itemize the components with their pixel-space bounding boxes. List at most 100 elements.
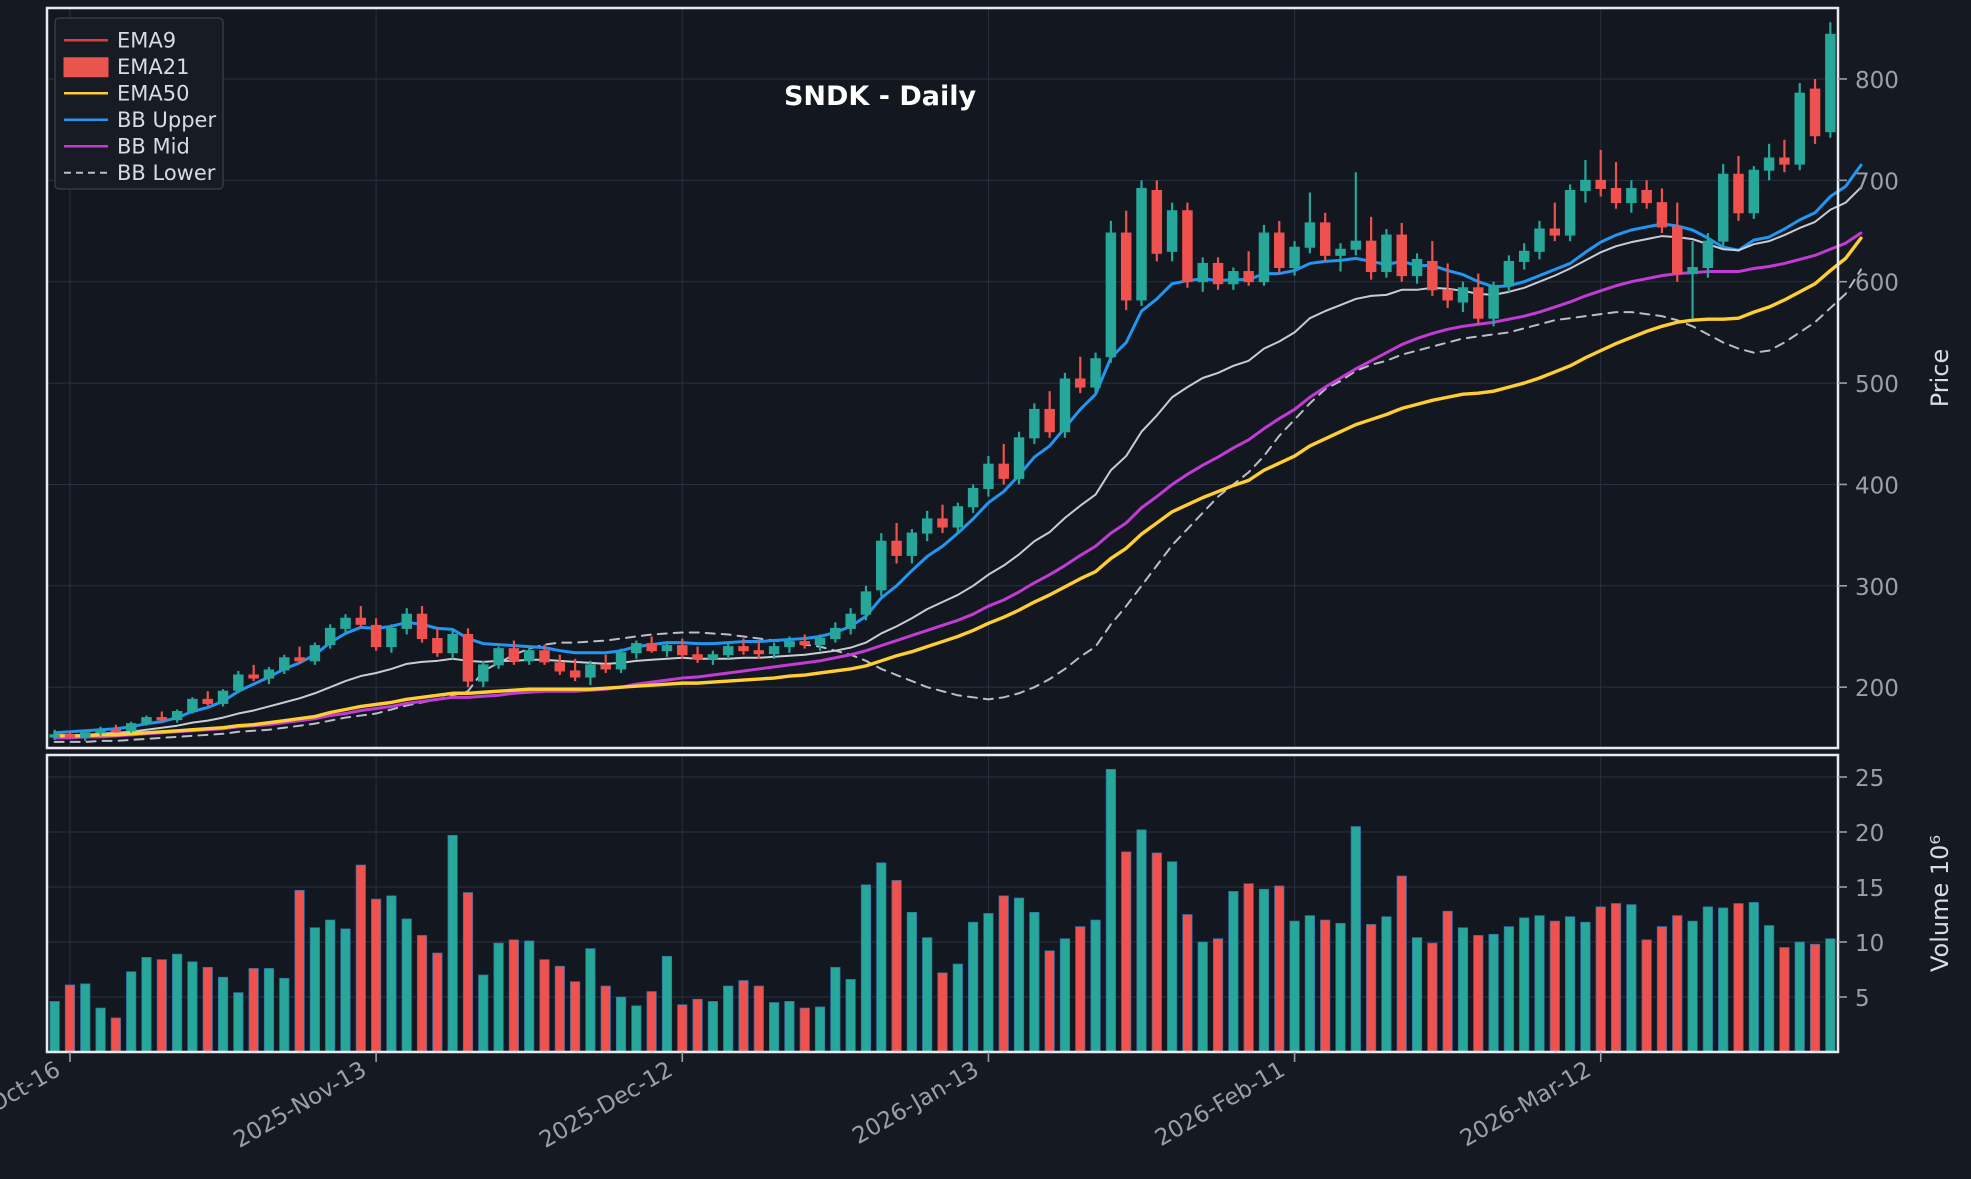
candle-body — [1136, 187, 1147, 301]
volume-bar — [508, 939, 519, 1053]
volume-bar — [1151, 852, 1162, 1053]
volume-axis: 5 10 15 20 25 Volume 10⁶ — [1838, 766, 1954, 1012]
candle-body — [279, 657, 290, 671]
price-tick-label: 700 — [1855, 169, 1899, 195]
candle-body — [141, 717, 152, 725]
volume-bar — [1105, 768, 1116, 1053]
volume-bar — [952, 963, 963, 1053]
legend-item[interactable]: EMA21 — [63, 55, 189, 79]
candle-body — [1090, 358, 1101, 388]
candle-body — [631, 643, 642, 654]
candle-body — [1044, 408, 1055, 433]
volume-bar — [279, 977, 290, 1053]
candle-body — [661, 645, 673, 652]
candle-body — [830, 627, 841, 640]
candle-body — [1212, 262, 1224, 285]
bb-mid-line — [53, 231, 1863, 740]
candle-body — [967, 487, 979, 508]
candle-body — [1656, 202, 1668, 228]
volume-bar — [1794, 941, 1805, 1053]
candle-body — [554, 662, 566, 672]
price-tick-label: 800 — [1855, 68, 1899, 94]
volume-bar — [386, 895, 397, 1053]
legend-item[interactable]: EMA50 — [64, 81, 189, 105]
volume-bar — [769, 1002, 780, 1053]
candle-body — [585, 664, 596, 678]
candle-body — [677, 645, 688, 656]
volume-bar — [615, 996, 627, 1053]
volume-bar — [1702, 906, 1713, 1053]
volume-bar — [1809, 943, 1821, 1053]
price-panel-background — [47, 8, 1838, 748]
candle-body — [1580, 179, 1591, 191]
volume-bar — [1442, 910, 1453, 1053]
candlestick-series — [49, 22, 1836, 741]
volume-bar — [1381, 916, 1392, 1053]
volume-bar — [1289, 920, 1300, 1053]
candle-body — [1013, 437, 1025, 479]
volume-bar — [753, 985, 764, 1053]
candle-body — [95, 729, 106, 734]
volume-bar — [1197, 941, 1208, 1053]
volume-bar — [126, 971, 137, 1053]
volume-bar — [1457, 927, 1469, 1053]
candle-body — [462, 633, 474, 682]
volume-bar — [1595, 906, 1606, 1053]
candle-body — [294, 657, 305, 662]
volume-bar — [156, 959, 167, 1053]
volume-bar — [233, 992, 244, 1053]
legend-item[interactable]: BB Upper — [64, 108, 216, 132]
volume-bar — [493, 942, 504, 1053]
chart-title: SNDK - Daily — [784, 81, 977, 112]
price-tick-label: 400 — [1855, 473, 1899, 499]
candle-body — [1059, 378, 1071, 433]
volume-bar — [600, 985, 611, 1053]
candle-body — [799, 641, 810, 646]
candle-body — [1120, 232, 1132, 301]
candle-body — [202, 698, 213, 704]
volume-bar — [1258, 888, 1270, 1053]
volume-bar — [1687, 920, 1698, 1053]
candle-body — [386, 627, 397, 648]
volume-bar — [876, 862, 887, 1053]
legend-item-label: BB Lower — [117, 161, 216, 185]
volume-bar — [799, 1007, 810, 1053]
candle-body — [1626, 187, 1637, 204]
bb-upper-line — [53, 163, 1863, 735]
candle-body — [1396, 234, 1407, 277]
candle-body — [814, 638, 826, 646]
volume-bar — [784, 1001, 795, 1053]
candle-body — [1350, 240, 1362, 250]
candle-body — [906, 532, 918, 556]
volume-bar — [1121, 851, 1132, 1053]
volume-bar — [355, 864, 366, 1053]
volume-bar — [294, 889, 305, 1053]
volume-bar — [371, 898, 382, 1053]
volume-bar — [1764, 925, 1775, 1053]
volume-bar — [1503, 926, 1514, 1053]
candle-body — [1304, 222, 1316, 248]
volume-bar — [217, 976, 229, 1053]
candle-body — [1182, 210, 1193, 283]
candle-body — [171, 711, 183, 721]
candle-body — [1228, 271, 1239, 285]
volume-bar — [1825, 938, 1836, 1053]
candle-body — [432, 638, 443, 654]
volume-bar — [263, 968, 275, 1053]
volume-tick-label: 25 — [1855, 766, 1884, 792]
legend-item[interactable]: BB Mid — [64, 134, 190, 158]
candle-body — [1289, 246, 1300, 269]
volume-bar — [80, 983, 91, 1053]
candle-body — [80, 732, 91, 738]
legend-item[interactable]: EMA9 — [64, 28, 176, 52]
legend-item-label: EMA50 — [117, 81, 189, 105]
volume-tick-label: 5 — [1855, 986, 1870, 1012]
candle-body — [753, 650, 765, 655]
legend-item[interactable]: BB Lower — [64, 161, 216, 185]
candle-body — [523, 650, 535, 662]
volume-bar — [891, 880, 902, 1053]
candle-body — [416, 613, 428, 640]
candle-body — [64, 734, 76, 738]
volume-bar — [1059, 938, 1071, 1053]
candle-body — [1503, 260, 1515, 287]
